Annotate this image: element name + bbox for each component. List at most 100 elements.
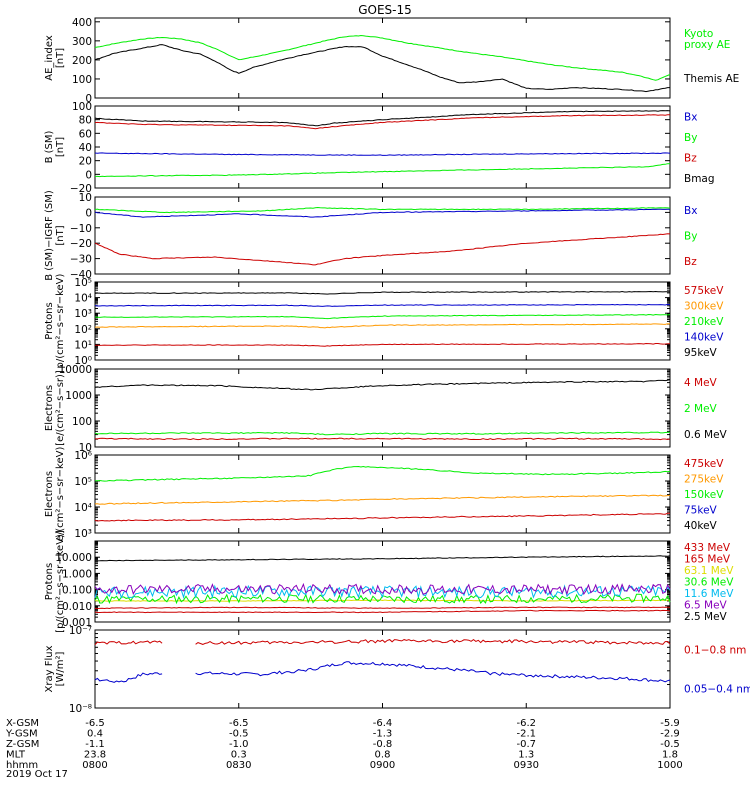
legend-entry: 0.05−0.4 nm (684, 684, 750, 696)
y-tick-label: 100 (72, 101, 92, 113)
legend-entry: 30.6 MeV (684, 577, 734, 589)
y-axis-label-line: [nT] (55, 48, 66, 68)
legend-entry: 4 MeV (684, 377, 718, 389)
axis-row-label: X-GSM (6, 718, 39, 729)
y-tick-label: −30 (70, 254, 92, 266)
tick-hhmm: 0830 (226, 760, 251, 771)
tick-mlt: 0.3 (231, 750, 247, 761)
panel-protons-hev: 0.001 0.010 0.100 1.000 10.000Protons[p/(cm²… (44, 530, 734, 633)
legend-entry: 433 MeV (684, 542, 731, 554)
y-axis-label-line: [nT] (55, 225, 66, 245)
legend-entry: 275keV (684, 473, 724, 485)
y-tick-label: −10 (70, 223, 92, 235)
y-tick-label: 80 (79, 115, 92, 127)
tick-xgsm: -6.2 (516, 718, 536, 729)
y-tick-label: −20 (70, 238, 92, 250)
legend-entry: By (684, 132, 697, 144)
axis-row-label: Z-GSM (6, 739, 39, 750)
y-axis-label-line: [p/(cm²−s−sr−keV)] (55, 530, 66, 633)
series-line (94, 114, 671, 130)
series-line (94, 34, 671, 81)
tick-zgsm: -0.8 (373, 739, 393, 750)
y-tick-label: 400 (72, 17, 92, 29)
legend-entry: Themis AE (683, 73, 739, 85)
legend-entry: proxy AE (684, 39, 730, 51)
y-axis-label-line: Protons (44, 563, 55, 600)
y-axis-label-line: p/(cm²−s−sr−keV) (55, 273, 66, 368)
series-line (94, 661, 671, 683)
legend-entry: 11.6 MeV (684, 588, 734, 600)
y-axis-label: Xray Flux[W/m²] (44, 645, 66, 692)
tick-xgsm: -5.9 (660, 718, 680, 729)
legend-entry: 6.5 MeV (684, 600, 728, 612)
y-axis-label: Electronse/(cm²−s−sr−keV) (44, 447, 66, 542)
series-line (94, 609, 671, 614)
series-line (94, 313, 671, 320)
y-tick-label: 200 (72, 55, 92, 67)
panel-b-minus-igrf: −40 −30 −20 −10 0 10 B (SM)−IGRF (SM)[nT] Bx By B… (44, 190, 697, 281)
legend-entry: 150keV (684, 489, 724, 501)
series-line (94, 584, 671, 600)
tick-zgsm: -1.0 (229, 739, 249, 750)
y-axis-label-line: B (SM) (44, 130, 55, 163)
y-tick-label: 0 (85, 207, 92, 219)
y-tick-label: 10³ (74, 528, 92, 540)
y-axis-label-line: [nT] (55, 137, 66, 157)
tick-hhmm: 0800 (82, 760, 107, 771)
panel-frame (94, 17, 671, 99)
y-axis-label-line: [W/m²] (55, 651, 66, 686)
series-line (94, 233, 671, 266)
series-line (95, 555, 671, 562)
series-line (94, 494, 671, 505)
y-axis-label: B (SM)−IGRF (SM)[nT] (44, 190, 66, 281)
legend-entry: Bmag (684, 173, 715, 185)
legend-entry: 2.5 MeV (684, 611, 728, 623)
y-tick-label: 1000 (65, 390, 92, 402)
series-line (94, 110, 671, 127)
panel-protons-mev: 10⁰ 10¹ 10² 10³ 10⁴ 10⁵ Protonsp/(cm²−s−sr−keV… (44, 273, 724, 368)
y-tick-label: 10⁴ (74, 502, 92, 514)
series-line (94, 437, 671, 441)
y-tick-label: 100 (72, 416, 92, 428)
tick-ygsm: -1.3 (373, 729, 393, 740)
series-line (94, 582, 671, 596)
series-line (94, 379, 671, 391)
y-axis-label-line: Electrons (44, 385, 55, 431)
legend-entry: 165 MeV (684, 553, 731, 565)
y-tick-label: 10⁵ (74, 476, 92, 488)
series-line (94, 152, 671, 156)
series-line (94, 208, 670, 218)
series-line (94, 638, 671, 646)
panel-frame (94, 368, 671, 448)
y-tick-label: 20 (79, 156, 92, 168)
axis-row-label: MLT (6, 750, 26, 761)
tick-ygsm: -2.9 (660, 729, 680, 740)
y-tick-label: 0.001 (62, 617, 92, 629)
y-axis-label-line: Electrons (44, 471, 55, 517)
tick-ygsm: -0.5 (229, 729, 249, 740)
y-tick-label: 10² (74, 324, 92, 336)
tick-zgsm: -0.7 (516, 739, 536, 750)
y-axis-label-line: Xray Flux (44, 645, 55, 692)
y-axis-label: Protonsp/(cm²−s−sr−keV) (44, 273, 66, 368)
tick-zgsm: -0.5 (660, 739, 680, 750)
y-tick-label: 10⁰ (74, 355, 92, 367)
legend-entry: 475keV (684, 458, 724, 470)
tick-hhmm: 0930 (514, 760, 539, 771)
tick-mlt: 23.8 (84, 750, 106, 761)
y-tick-label: 10¹ (74, 339, 92, 351)
panel-frame (94, 629, 671, 709)
series-line (94, 206, 671, 214)
y-tick-label: 10.000 (55, 552, 92, 564)
series-line (94, 512, 671, 522)
legend-entry: 0.1−0.8 nm (684, 645, 746, 657)
legend-entry: 210keV (684, 316, 724, 328)
y-tick-label: −20 (70, 183, 92, 195)
tick-hhmm: 0900 (370, 760, 395, 771)
y-axis-label-line: B (SM)−IGRF (SM) (44, 190, 55, 281)
y-tick-label: 10⁴ (74, 293, 92, 305)
legend-entry: Kyoto (684, 28, 713, 40)
legend-entry: 0.6 MeV (684, 429, 728, 441)
